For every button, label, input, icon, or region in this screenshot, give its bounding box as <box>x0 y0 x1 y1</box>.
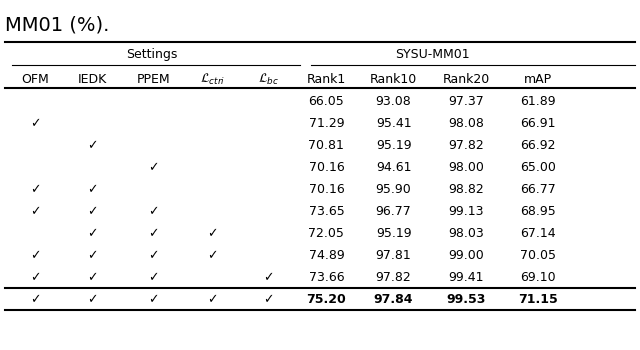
Text: Rank20: Rank20 <box>442 73 490 86</box>
Text: OFM: OFM <box>21 73 49 86</box>
Text: 75.20: 75.20 <box>307 293 346 307</box>
Text: 70.16: 70.16 <box>308 183 344 196</box>
Text: 61.89: 61.89 <box>520 95 556 108</box>
Text: ✓: ✓ <box>148 293 159 307</box>
Text: 95.41: 95.41 <box>376 117 412 130</box>
Text: IEDK: IEDK <box>78 73 108 86</box>
Text: 95.19: 95.19 <box>376 139 412 152</box>
Text: 99.13: 99.13 <box>448 205 484 218</box>
Text: PPEM: PPEM <box>137 73 170 86</box>
Text: ✓: ✓ <box>88 139 98 152</box>
Text: ✓: ✓ <box>88 183 98 196</box>
Text: ✓: ✓ <box>88 205 98 218</box>
Text: 65.00: 65.00 <box>520 161 556 174</box>
Text: ✓: ✓ <box>264 293 274 307</box>
Text: 71.29: 71.29 <box>308 117 344 130</box>
Text: ✓: ✓ <box>207 227 218 240</box>
Text: 94.61: 94.61 <box>376 161 412 174</box>
Text: 74.89: 74.89 <box>308 249 344 262</box>
Text: 99.53: 99.53 <box>446 293 486 307</box>
Text: 69.10: 69.10 <box>520 271 556 285</box>
Text: ✓: ✓ <box>148 205 159 218</box>
Text: 71.15: 71.15 <box>518 293 557 307</box>
Text: 97.37: 97.37 <box>448 95 484 108</box>
Text: 98.03: 98.03 <box>448 227 484 240</box>
Text: 95.90: 95.90 <box>376 183 412 196</box>
Text: ✓: ✓ <box>88 249 98 262</box>
Text: ✓: ✓ <box>30 183 40 196</box>
Text: ✓: ✓ <box>30 205 40 218</box>
Text: 97.82: 97.82 <box>376 271 412 285</box>
Text: ✓: ✓ <box>264 271 274 285</box>
Text: 72.05: 72.05 <box>308 227 344 240</box>
Text: 97.84: 97.84 <box>374 293 413 307</box>
Text: ✓: ✓ <box>148 249 159 262</box>
Text: ✓: ✓ <box>148 161 159 174</box>
Text: 70.16: 70.16 <box>308 161 344 174</box>
Text: 98.00: 98.00 <box>448 161 484 174</box>
Text: 93.08: 93.08 <box>376 95 412 108</box>
Text: ✓: ✓ <box>148 227 159 240</box>
Text: 97.82: 97.82 <box>448 139 484 152</box>
Text: ✓: ✓ <box>30 117 40 130</box>
Text: 66.91: 66.91 <box>520 117 556 130</box>
Text: 98.08: 98.08 <box>448 117 484 130</box>
Text: Rank10: Rank10 <box>370 73 417 86</box>
Text: 66.77: 66.77 <box>520 183 556 196</box>
Text: 99.00: 99.00 <box>448 249 484 262</box>
Text: 73.66: 73.66 <box>308 271 344 285</box>
Text: 73.65: 73.65 <box>308 205 344 218</box>
Text: 66.05: 66.05 <box>308 95 344 108</box>
Text: $\mathcal{L}_{bc}$: $\mathcal{L}_{bc}$ <box>259 72 279 88</box>
Text: ✓: ✓ <box>30 293 40 307</box>
Text: ✓: ✓ <box>207 249 218 262</box>
Text: 96.77: 96.77 <box>376 205 412 218</box>
Text: 70.81: 70.81 <box>308 139 344 152</box>
Text: ✓: ✓ <box>207 293 218 307</box>
Text: ✓: ✓ <box>88 271 98 285</box>
Text: $\mathcal{L}_{ctri}$: $\mathcal{L}_{ctri}$ <box>200 72 225 88</box>
Text: SYSU-MM01: SYSU-MM01 <box>395 48 469 61</box>
Text: 66.92: 66.92 <box>520 139 556 152</box>
Text: Settings: Settings <box>126 48 178 61</box>
Text: ✓: ✓ <box>88 227 98 240</box>
Text: mAP: mAP <box>524 73 552 86</box>
Text: 95.19: 95.19 <box>376 227 412 240</box>
Text: 97.81: 97.81 <box>376 249 412 262</box>
Text: ✓: ✓ <box>148 271 159 285</box>
Text: Rank1: Rank1 <box>307 73 346 86</box>
Text: 70.05: 70.05 <box>520 249 556 262</box>
Text: ✓: ✓ <box>88 293 98 307</box>
Text: ✓: ✓ <box>30 271 40 285</box>
Text: 98.82: 98.82 <box>448 183 484 196</box>
Text: 67.14: 67.14 <box>520 227 556 240</box>
Text: 68.95: 68.95 <box>520 205 556 218</box>
Text: 99.41: 99.41 <box>448 271 484 285</box>
Text: ✓: ✓ <box>30 249 40 262</box>
Text: MM01 (%).: MM01 (%). <box>5 16 109 35</box>
